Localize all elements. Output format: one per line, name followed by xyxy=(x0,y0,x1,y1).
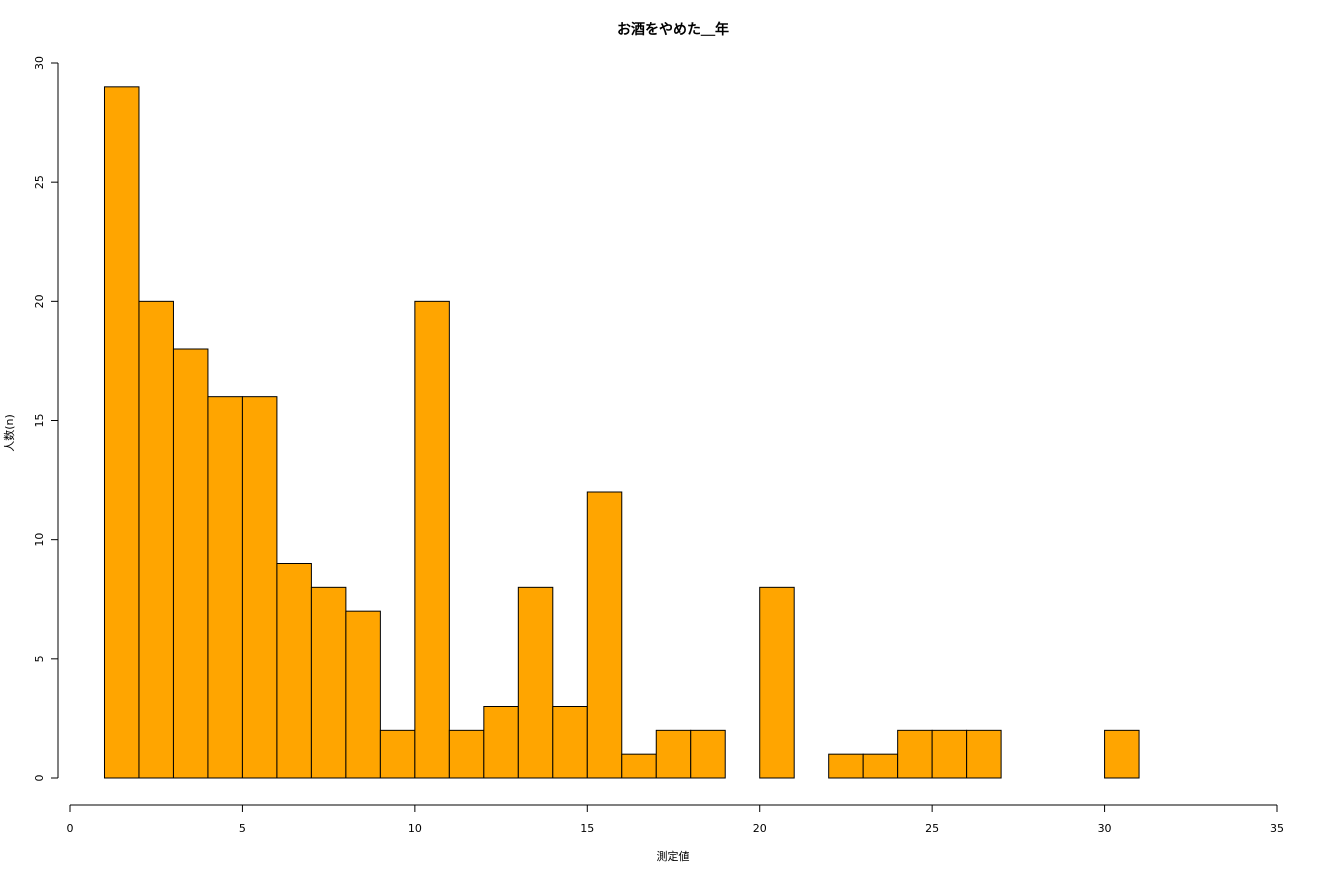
x-tick-label: 30 xyxy=(1098,822,1112,835)
bar xyxy=(897,729,933,779)
bar xyxy=(621,753,657,779)
bar xyxy=(586,491,623,779)
bar xyxy=(690,729,726,779)
y-tick-label: 0 xyxy=(33,775,46,782)
x-tick-label: 15 xyxy=(580,822,594,835)
y-tick-label: 10 xyxy=(33,533,46,547)
x-tick-label: 20 xyxy=(753,822,767,835)
bar xyxy=(862,753,899,779)
y-tick-label: 20 xyxy=(33,294,46,308)
bar xyxy=(517,586,554,779)
chart-title: お酒をやめた＿年 xyxy=(617,21,729,38)
x-tick-label: 35 xyxy=(1270,822,1284,835)
bar xyxy=(276,563,312,779)
y-tick-label: 30 xyxy=(33,56,46,70)
x-tick-label: 25 xyxy=(925,822,939,835)
y-tick-label: 5 xyxy=(33,655,46,662)
y-tick-label: 15 xyxy=(33,414,46,428)
x-tick-label: 0 xyxy=(67,822,74,835)
bar xyxy=(966,729,1002,779)
bar xyxy=(207,396,243,779)
bar xyxy=(1104,729,1140,779)
bar xyxy=(483,706,519,779)
bar xyxy=(759,586,795,779)
bar xyxy=(828,753,864,779)
bar xyxy=(310,586,347,779)
x-tick-label: 5 xyxy=(239,822,246,835)
bar xyxy=(931,729,968,779)
bar xyxy=(448,729,485,779)
bar xyxy=(138,300,174,779)
bar xyxy=(103,86,140,779)
bar xyxy=(172,348,209,779)
bar xyxy=(552,706,588,779)
y-tick-label: 25 xyxy=(33,175,46,189)
bar xyxy=(414,300,450,779)
bar xyxy=(241,396,278,779)
bar xyxy=(345,610,381,779)
y-axis-label: 人数(n) xyxy=(3,414,16,452)
bar xyxy=(655,729,692,779)
bar xyxy=(379,729,416,779)
x-axis-label: 測定値 xyxy=(657,849,690,863)
x-tick-label: 10 xyxy=(408,822,422,835)
